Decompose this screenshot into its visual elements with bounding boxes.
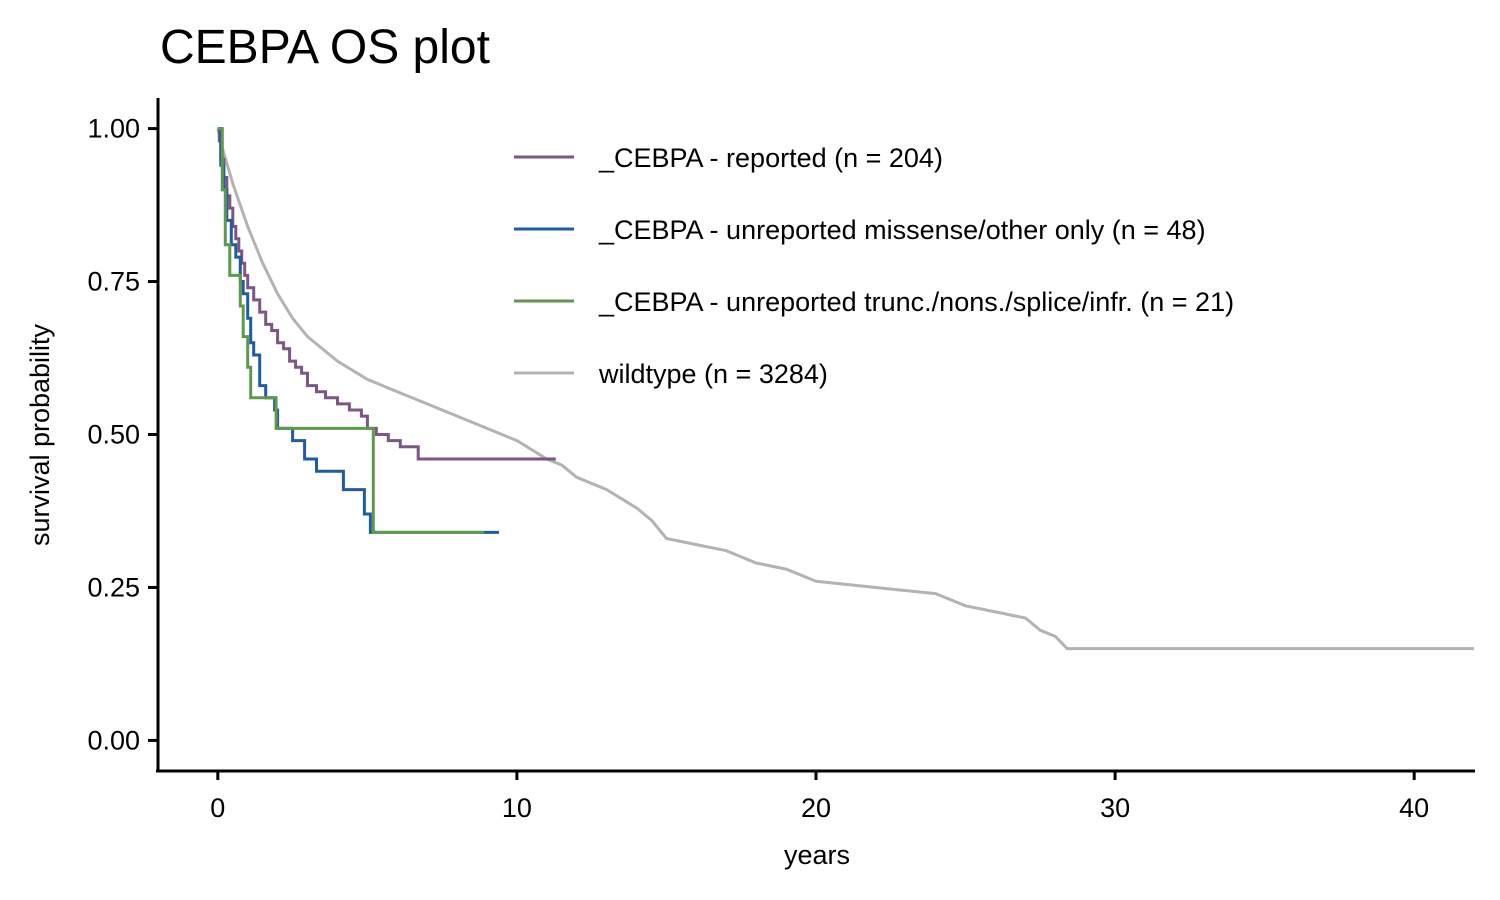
x-tick-label: 30 bbox=[1100, 793, 1130, 823]
y-tick-label: 1.00 bbox=[87, 114, 140, 144]
legend-label-1: _CEBPA - unreported missense/other only … bbox=[598, 215, 1206, 245]
series-line-0 bbox=[217, 127, 556, 461]
x-axis-title: years bbox=[784, 840, 850, 870]
legend-label-3: wildtype (n = 3284) bbox=[598, 359, 828, 389]
y-tick-label: 0.75 bbox=[87, 267, 140, 297]
x-tick-label: 10 bbox=[502, 793, 532, 823]
x-tick-label: 0 bbox=[210, 793, 225, 823]
plot-area bbox=[216, 127, 1474, 651]
series-line-2 bbox=[217, 127, 484, 534]
y-tick-label: 0.25 bbox=[87, 572, 140, 602]
y-tick-label: 0.00 bbox=[87, 725, 140, 755]
legend-label-2: _CEBPA - unreported trunc./nons./splice/… bbox=[598, 287, 1234, 317]
x-tick-label: 40 bbox=[1399, 793, 1429, 823]
legend-label-0: _CEBPA - reported (n = 204) bbox=[598, 143, 943, 173]
series-line-3 bbox=[216, 128, 1474, 651]
y-tick-label: 0.50 bbox=[87, 420, 140, 450]
axes bbox=[156, 98, 1475, 773]
legend: _CEBPA - reported (n = 204) _CEBPA - unre… bbox=[514, 143, 1234, 389]
y-ticks: 0.00 0.25 0.50 0.75 1.00 bbox=[87, 114, 158, 755]
series-line-1 bbox=[217, 127, 499, 534]
x-tick-label: 20 bbox=[801, 793, 831, 823]
y-axis-title: survival probability bbox=[25, 323, 55, 546]
x-ticks: 0 10 20 30 40 bbox=[210, 771, 1429, 823]
chart-title: CEBPA OS plot bbox=[160, 21, 490, 74]
